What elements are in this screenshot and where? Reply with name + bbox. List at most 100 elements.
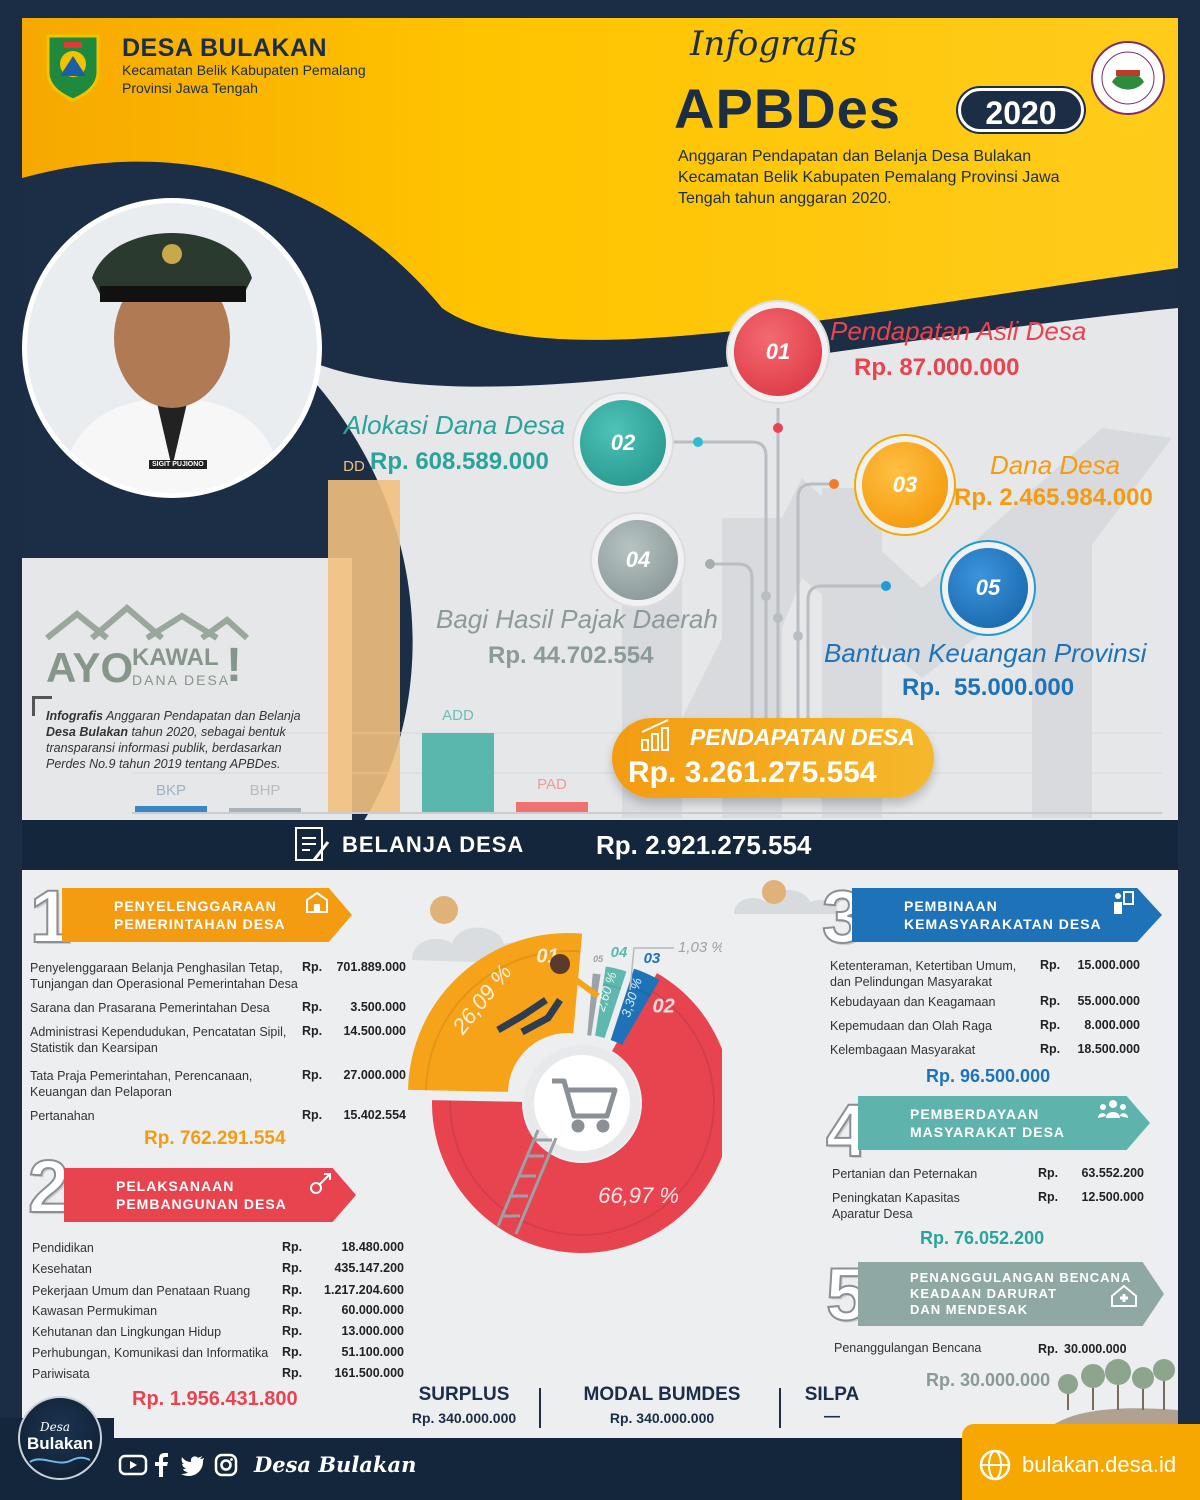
pendapatan-amount: Rp. 3.261.275.554 <box>628 756 877 789</box>
section-5-total: Rp. 30.000.000 <box>926 1370 1051 1390</box>
section-1-banner: PENYELENGGARAAN PEMERINTAHAN DESA <box>62 888 352 942</box>
s5-row-1-name: Penanggulangan Bencana <box>834 1341 982 1355</box>
income-bar-pad <box>516 802 588 812</box>
s4-row-2-amount: 12.500.000 <box>1081 1190 1144 1204</box>
s2-row-3-rp: Rp. <box>282 1283 303 1297</box>
donut-category-04: 04 <box>611 944 628 961</box>
s5-row-1-rp: Rp. <box>1038 1342 1059 1356</box>
s1-row-4-name: Tata Praja Pemerintahan, Perencanaan, Ke… <box>30 1069 253 1099</box>
income-circle-05: 05 <box>948 548 1028 628</box>
section-2-total: Rp. 1.956.431.800 <box>132 1388 298 1410</box>
income-amount-02: Rp. 608.589.000 <box>370 448 549 475</box>
belanja-bar <box>22 820 1178 870</box>
village-name: DESA BULAKAN <box>122 34 328 62</box>
income-name-03: Dana Desa <box>990 450 1121 480</box>
income-bar-add <box>422 733 494 812</box>
s3-row-3-rp: Rp. <box>1040 1018 1061 1032</box>
s3-row-2-rp: Rp. <box>1040 994 1061 1008</box>
social-handle[interactable]: Desa Bulakan <box>254 1452 417 1477</box>
s1-row-4-amount: 27.000.000 <box>343 1068 406 1082</box>
donut-slice-05 <box>587 973 601 1036</box>
desa-logo <box>18 1396 102 1480</box>
s2-row-1-name: Pendidikan <box>32 1241 94 1255</box>
s2-row-4-rp: Rp. <box>282 1303 303 1317</box>
income-amount-04: Rp. 44.702.554 <box>488 642 654 669</box>
income-circle-01: 01 <box>734 308 822 396</box>
apbdes-title: APBDes <box>674 77 901 140</box>
desa-logo-top: Desa <box>40 1420 71 1434</box>
exclamation: ! <box>226 639 242 692</box>
s3-row-1-name: Ketenteraman, Ketertiban Umum, dan Pelin… <box>830 959 1017 989</box>
s1-row-5-rp: Rp. <box>302 1108 323 1122</box>
dana-desa-text: DANA DESA <box>132 672 231 688</box>
website-url[interactable]: bulakan.desa.id <box>1022 1452 1177 1477</box>
document-icon <box>295 827 330 861</box>
section-4-total: Rp. 76.052.200 <box>920 1228 1045 1248</box>
note-bracket <box>32 696 52 716</box>
section-3-title-2: KEMASYARAKATAN DESA <box>904 916 1102 932</box>
income-circle-03: 03 <box>862 442 948 528</box>
donut-label-02: 66,97 % <box>598 1183 679 1208</box>
donut-rim-03 <box>628 984 651 997</box>
instagram-icon[interactable] <box>214 1453 238 1477</box>
donut-slice-03 <box>610 968 660 1046</box>
donut-category-03: 03 <box>644 950 661 967</box>
income-amount-05: Rp. 55.000.000 <box>902 674 1075 701</box>
income-bar-dd <box>328 480 400 812</box>
s2-row-4-amount: 60.000.000 <box>341 1303 404 1317</box>
s2-row-5-name: Kehutanan dan Lingkungan Hidup <box>32 1325 222 1339</box>
s1-row-1-amount: 701.889.000 <box>336 960 406 974</box>
village-subtitle-2: Provinsi Jawa Tengah <box>122 80 258 96</box>
youtube-icon[interactable] <box>118 1454 148 1476</box>
belanja-label: BELANJA DESA <box>342 832 525 857</box>
s3-row-2-name: Kebudayaan dan Keagamaan <box>830 995 996 1009</box>
s2-row-1-rp: Rp. <box>282 1240 303 1254</box>
income-circle-02: 02 <box>580 400 666 486</box>
person-illustration <box>496 954 600 1036</box>
s2-row-6-rp: Rp. <box>282 1345 303 1359</box>
section-5-title-3: DAN MENDESAK <box>910 1302 1029 1317</box>
s1-row-3-rp: Rp. <box>302 1024 323 1038</box>
s3-row-2-amount: 55.000.000 <box>1077 994 1140 1008</box>
section-4-title-2: MASYARAKAT DESA <box>910 1124 1066 1140</box>
s2-row-1-amount: 18.480.000 <box>341 1240 404 1254</box>
summary-bumdes-label: MODAL BUMDES <box>583 1384 741 1405</box>
section-3-banner: PEMBINAAN KEMASYARAKATAN DESA <box>852 888 1162 942</box>
s1-row-1-rp: Rp. <box>302 960 323 974</box>
donut-slice-04 <box>595 966 627 1038</box>
s4-row-1-name: Pertanian dan Peternakan <box>832 1167 978 1181</box>
section-2-title-1: PELAKSANAAN <box>116 1178 235 1194</box>
summary-divider-1 <box>539 1388 541 1428</box>
community-icon <box>1098 1100 1128 1118</box>
twitter-icon[interactable] <box>180 1454 206 1476</box>
content-frame: DESA BULAKAN Kecamatan Belik Kabupaten P… <box>22 18 1178 1438</box>
year-badge: 2020 <box>958 88 1084 132</box>
infografis-script: Infografis <box>690 24 857 64</box>
donut-category-05: 05 <box>593 954 604 964</box>
s3-row-1-rp: Rp. <box>1040 958 1061 972</box>
cloud-right-decoration <box>734 880 838 914</box>
donut-rim-01 <box>425 950 581 1091</box>
income-connectors <box>662 408 891 738</box>
section-3-total: Rp. 96.500.000 <box>926 1066 1051 1086</box>
income-name-05: Bantuan Keuangan Provinsi <box>824 638 1147 668</box>
chart-icon <box>641 719 669 751</box>
donut-slice-01 <box>408 933 583 1092</box>
donut-rim-04 <box>602 983 622 990</box>
sun-decoration <box>430 896 458 924</box>
logo-wave-icon <box>29 1456 91 1464</box>
section-2-number: 2 <box>27 1144 70 1229</box>
donut-category-02: 02 <box>653 995 675 1017</box>
presenter-icon <box>1114 891 1134 914</box>
summary-silpa-label: SILPA <box>804 1384 860 1405</box>
s2-row-6-amount: 51.100.000 <box>341 1345 404 1359</box>
houses-icon <box>45 604 250 641</box>
s1-row-3-amount: 14.500.000 <box>343 1024 406 1038</box>
bar-label-dd: DD <box>343 458 365 475</box>
section-1-title-1: PENYELENGGARAAN <box>114 898 277 914</box>
s4-row-1-rp: Rp. <box>1038 1166 1059 1180</box>
s2-row-5-rp: Rp. <box>282 1324 303 1338</box>
facebook-icon[interactable] <box>152 1452 170 1478</box>
regency-crest-icon <box>46 34 100 102</box>
